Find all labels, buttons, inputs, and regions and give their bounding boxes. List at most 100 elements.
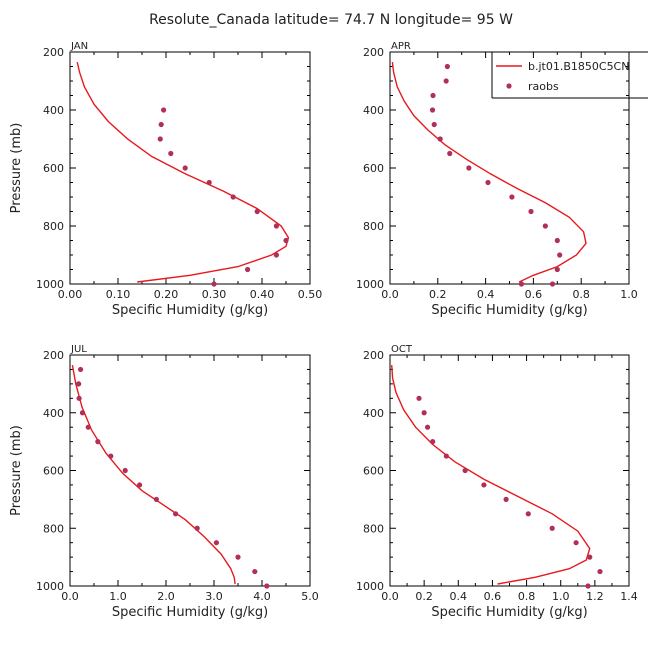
obs-point [153, 496, 159, 502]
x-tick-label: 0.2 [415, 590, 433, 603]
obs-point [518, 281, 525, 287]
obs-point [443, 78, 449, 84]
x-tick-label: 0.20 [154, 288, 179, 301]
x-tick-label: 5.0 [301, 590, 319, 603]
obs-point [264, 583, 270, 589]
x-tick-label: 1.4 [620, 590, 638, 603]
obs-point [273, 252, 279, 258]
obs-point [230, 194, 236, 200]
obs-point [554, 266, 560, 273]
obs-point [161, 107, 167, 113]
y-tick-label: 1000 [356, 278, 384, 291]
obs-point [95, 439, 101, 445]
obs-point [462, 467, 468, 474]
obs-point [430, 439, 436, 445]
y-tick-label: 200 [363, 349, 384, 362]
plot-frame [69, 354, 311, 587]
y-tick-label: 400 [363, 407, 384, 420]
model-line [76, 61, 290, 283]
x-tick-label: 0.0 [381, 288, 399, 301]
y-tick-label: 800 [43, 522, 64, 535]
obs-point [437, 136, 443, 142]
x-tick-label: 0.8 [572, 288, 590, 301]
x-tick-label: 0.10 [106, 288, 131, 301]
obs-point [429, 107, 436, 113]
obs-point [554, 237, 560, 244]
obs-point [173, 511, 179, 517]
obs-point [206, 179, 212, 186]
obs-point [573, 540, 579, 546]
x-tick-label: 1.2 [586, 590, 604, 603]
x-axis-title: Specific Humidity (g/kg) [431, 605, 587, 620]
obs-point [283, 237, 289, 244]
x-tick-label: 0.50 [298, 288, 323, 301]
obs-point [77, 366, 84, 373]
x-tick-label: 0.30 [202, 288, 227, 301]
obs-point [585, 583, 591, 589]
y-tick-label: 800 [43, 220, 64, 233]
obs-point [122, 467, 128, 474]
figure-title: Resolute_Canada latitude= 74.7 N longitu… [149, 12, 513, 28]
y-tick-label: 800 [363, 220, 384, 233]
model-line [391, 62, 587, 283]
x-tick-label: 2.0 [157, 590, 175, 603]
x-tick-label: 0.00 [58, 288, 83, 301]
obs-point [431, 121, 437, 128]
obs-point [108, 453, 114, 459]
x-tick-label: 0.4 [477, 288, 495, 301]
obs-point [424, 424, 431, 430]
obs-point [557, 252, 563, 258]
obs-point [481, 482, 487, 488]
panel-apr: 0.0 0.2 0.4 0.6 0.8 1.0 200 400 600 800 1000 APR Spe… [356, 41, 648, 318]
obs-point [137, 482, 143, 488]
legend-obs-label: raobs [528, 80, 559, 93]
x-tick-label: 0.8 [518, 590, 536, 603]
obs-point [430, 92, 436, 99]
panel-oct: 0.0 0.2 0.4 0.6 0.8 1.0 1.2 1.4 200 400 600 800 1000… [356, 344, 638, 620]
y-tick-label: 400 [43, 407, 64, 420]
obs-point [245, 266, 251, 273]
x-tick-label: 3.0 [205, 590, 223, 603]
obs-point [168, 150, 174, 157]
panel-label: JUL [70, 344, 87, 355]
panel-label: OCT [391, 344, 413, 355]
x-tick-label: 0.6 [525, 288, 543, 301]
x-tick-label: 0.0 [61, 590, 79, 603]
y-axis-title: Pressure (mb) [9, 123, 24, 214]
y-tick-label: 600 [363, 465, 384, 478]
y-tick-label: 400 [363, 104, 384, 117]
obs-point [509, 194, 515, 200]
obs-point [194, 525, 200, 531]
panel-label: JAN [70, 41, 88, 52]
obs-point [528, 208, 534, 215]
obs-point [211, 281, 217, 287]
obs-point [549, 525, 555, 531]
obs-point [252, 568, 258, 575]
obs-point [79, 410, 86, 416]
x-tick-label: 0.4 [450, 590, 468, 603]
obs-point [466, 165, 472, 171]
obs-point [158, 121, 164, 128]
y-tick-label: 400 [43, 104, 64, 117]
y-tick-label: 200 [43, 349, 64, 362]
obs-point [416, 395, 422, 401]
y-tick-label: 600 [363, 162, 384, 175]
obs-point [76, 395, 82, 401]
model-line [391, 365, 591, 585]
x-tick-label: 1.0 [552, 590, 570, 603]
obs-point [542, 223, 548, 229]
plot-frame [69, 51, 311, 285]
y-tick-label: 200 [363, 46, 384, 59]
legend-obs-swatch [506, 83, 512, 89]
obs-point [525, 511, 531, 517]
y-tick-label: 1000 [356, 580, 384, 593]
obs-point [157, 136, 163, 142]
panel-jul: 0.0 1.0 2.0 3.0 4.0 5.0 200 400 600 800 1000 JUL Spe… [9, 344, 319, 620]
obs-point [273, 223, 279, 229]
obs-point [254, 208, 260, 215]
model-line [71, 364, 236, 585]
y-tick-label: 600 [43, 465, 64, 478]
panel-jan: 0.00 0.10 0.20 0.30 0.40 0.50 200 400 600 800 1000… [9, 41, 322, 318]
obs-point [443, 453, 449, 459]
